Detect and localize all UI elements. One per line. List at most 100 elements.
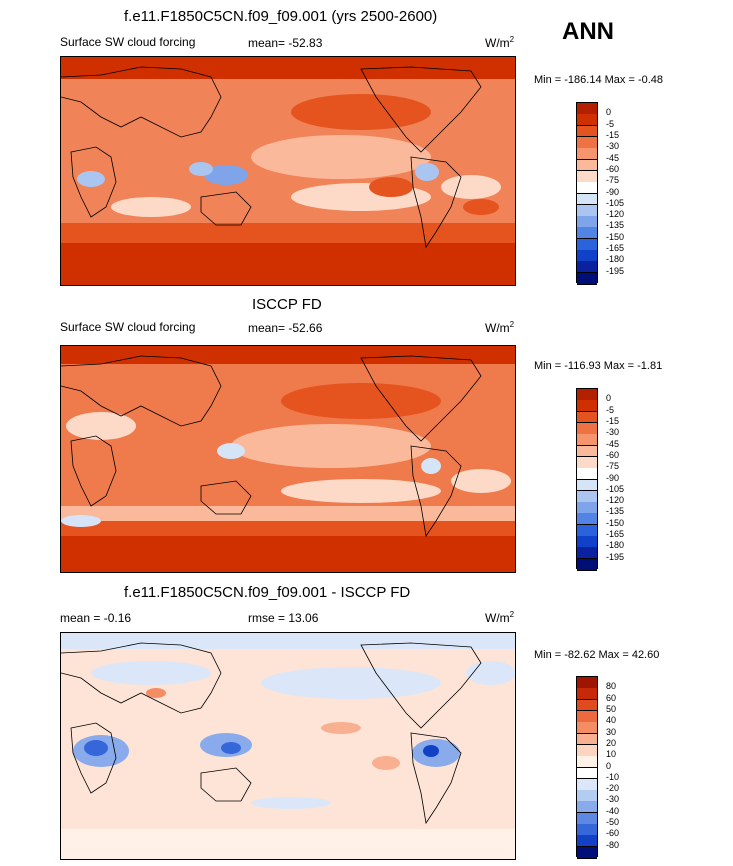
colorbar-tick-label: -45	[606, 438, 620, 449]
southern-ocean-band	[61, 223, 515, 243]
panel-2-coastlines	[61, 355, 482, 538]
colorbar-segment	[577, 479, 597, 492]
stratocumulus-2	[463, 199, 499, 215]
indian-light-region	[111, 197, 191, 217]
colorbar-segment	[577, 756, 597, 768]
coast-eurasia	[61, 66, 222, 138]
colorbar-tick-label: 40	[606, 715, 617, 726]
indian-blue	[61, 515, 101, 527]
colorbar-tick-label: -80	[606, 839, 620, 850]
units-base: W/m	[485, 321, 510, 335]
units-exponent: 2	[509, 610, 515, 619]
colorbar-segment	[577, 699, 597, 712]
colorbar-segment	[577, 261, 597, 274]
southern-blue	[251, 797, 331, 809]
colorbar-tick-label: -60	[606, 163, 620, 174]
colorbar-segment	[577, 846, 597, 859]
panel-3-units: W/m2	[485, 610, 514, 625]
colorbar-segment	[577, 502, 597, 514]
colorbar-segment	[577, 710, 597, 723]
colorbar-segment	[577, 677, 597, 689]
panel-1-map-svg	[61, 57, 515, 285]
colorbar-segment	[577, 159, 597, 172]
colorbar-segment	[577, 722, 597, 735]
colorbar-segment	[577, 114, 597, 127]
colorbar-tick-label: -135	[606, 506, 625, 517]
arctic-band	[61, 57, 515, 79]
colorbar-tick-label: -165	[606, 243, 625, 254]
colorbar-tick-label: 10	[606, 749, 617, 760]
colorbar-tick-label: 50	[606, 703, 617, 714]
colorbar-segment	[577, 513, 597, 526]
north-pacific-dark	[291, 94, 431, 130]
season-label: ANN	[562, 18, 614, 45]
panel-1-units: W/m2	[485, 35, 514, 50]
sahara-light	[66, 412, 136, 440]
colorbar-segment	[577, 790, 597, 802]
southern-ocean-band	[61, 521, 515, 536]
colorbar-segment	[577, 103, 597, 115]
colorbar-tick-label: 30	[606, 726, 617, 737]
colorbar-tick-label: -90	[606, 186, 620, 197]
coast-north-america	[360, 642, 482, 729]
panel-2-colorbar: 0 -5 -15 -30 -45 -60 -75 -90 -105 -120 -135 -150 -16…	[576, 388, 656, 572]
coast-eurasia	[61, 355, 222, 427]
coast-africa	[70, 722, 117, 794]
colorbar-segment	[577, 778, 597, 791]
atlantic-red	[372, 756, 400, 770]
pacific-red	[321, 722, 361, 734]
colorbar-tick-label: -5	[606, 118, 615, 129]
colorbar-segment	[577, 767, 597, 780]
arctic-band	[61, 633, 515, 649]
units-exponent: 2	[509, 320, 515, 329]
coast-africa	[70, 146, 117, 218]
panel-3-colorbar-box	[576, 676, 598, 859]
colorbar-tick-label: -180	[606, 254, 625, 265]
colorbar-tick-label: -15	[606, 415, 620, 426]
pacific-light-region-2	[281, 479, 441, 503]
colorbar-tick-label: 0	[606, 107, 612, 118]
antarctic-band	[61, 829, 515, 859]
colorbar-segment	[577, 536, 597, 548]
panel-3-map	[60, 632, 516, 860]
pacific-light-region	[251, 135, 431, 179]
coast-australia	[200, 480, 252, 515]
coast-south-america	[410, 732, 462, 825]
colorbar-tick-label: -45	[606, 152, 620, 163]
pacific-light-region	[231, 424, 431, 468]
panel-3-title: f.e11.F1850C5CN.f09_f09.001 - ISCCP FD	[124, 584, 411, 601]
coast-south-america	[410, 156, 462, 249]
colorbar-tick-label: -150	[606, 231, 625, 242]
colorbar-segment	[577, 456, 597, 469]
panel-1-coastlines	[61, 66, 482, 249]
amazon-blue	[415, 163, 439, 181]
colorbar-segment	[577, 733, 597, 746]
panel-1-title: f.e11.F1850C5CN.f09_f09.001 (yrs 2500-26…	[124, 8, 438, 25]
colorbar-segment	[577, 801, 597, 814]
coast-africa	[70, 435, 117, 507]
panel-1-minmax: Min = -186.14 Max = -0.48	[534, 74, 664, 86]
panel-2-variable-label: Surface SW cloud forcing	[60, 320, 196, 334]
panel-3-colorbar: 80 60 50 40 30 20 10 0 -10 -20 -30 -40 -50 -60 -80	[576, 676, 656, 860]
colorbar-tick-label: 0	[606, 393, 612, 404]
panel-1-colorbar-box	[576, 102, 598, 285]
amazon-blue	[421, 458, 441, 474]
warm-pool-blue-core	[221, 742, 241, 754]
eurasia-blue	[91, 661, 211, 685]
colorbar-tick-label: -120	[606, 495, 625, 506]
north-pacific-dark	[281, 383, 441, 419]
colorbar-tick-label: -30	[606, 141, 620, 152]
coast-north-america	[360, 66, 482, 153]
colorbar-tick-label: -60	[606, 449, 620, 460]
coast-south-america	[410, 445, 462, 538]
coast-australia	[200, 767, 252, 802]
panel-1-variable-label: Surface SW cloud forcing	[60, 35, 196, 49]
panel-2-colorbar-box	[576, 388, 598, 571]
panel-2-minmax: Min = -116.93 Max = -1.81	[534, 360, 663, 372]
antarctic-band	[61, 243, 515, 285]
colorbar-segment	[577, 434, 597, 447]
colorbar-tick-label: -50	[606, 817, 620, 828]
panel-3-coastlines	[61, 642, 482, 825]
africa-blue-core	[84, 740, 108, 756]
colorbar-tick-label: -60	[606, 828, 620, 839]
